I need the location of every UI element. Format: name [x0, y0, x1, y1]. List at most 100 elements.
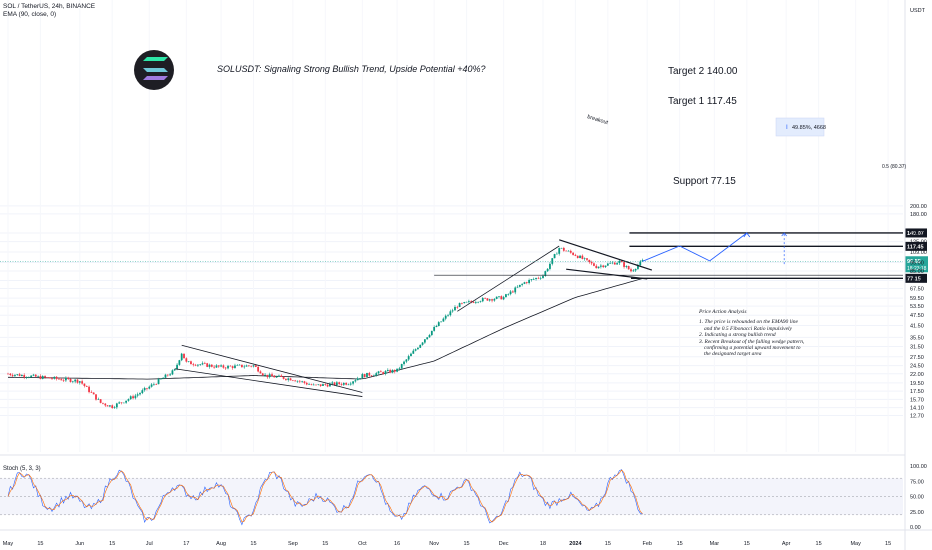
candle-body [55, 376, 58, 379]
fib-label: 0.5 (80.37) [882, 164, 907, 170]
candle-body [111, 405, 114, 409]
candle-body [597, 266, 600, 269]
candle-body [176, 364, 178, 370]
candle-body [122, 402, 125, 404]
candle-body [217, 365, 220, 367]
time-tick: Sep [288, 541, 298, 547]
support-tag [905, 273, 927, 283]
price-tick: 53.50 [910, 304, 924, 310]
stoch-label: Stoch (5, 3, 3) [3, 466, 41, 472]
candle-body [16, 374, 19, 375]
target1-tag-text: 117.45 [907, 244, 924, 250]
candle-body [335, 382, 338, 386]
ema90-line [8, 278, 643, 380]
measure-arrow [781, 232, 787, 237]
time-tick: May [3, 541, 14, 547]
candle-body [606, 263, 609, 266]
candle-body [379, 371, 382, 373]
candle-body [264, 374, 266, 376]
candle-body [521, 283, 524, 285]
candle-body [275, 376, 278, 378]
candle-body [613, 262, 616, 265]
candle-body [215, 365, 218, 368]
candle-body [481, 298, 484, 302]
candle-body [502, 297, 505, 300]
candle-body [345, 382, 348, 385]
candle-body [507, 294, 510, 295]
price-tick: 180.00 [910, 212, 927, 218]
stoch-tick: 50.00 [910, 495, 924, 501]
candle-body [340, 383, 343, 385]
candle-body [58, 378, 60, 380]
stoch-tick: 75.00 [910, 479, 924, 485]
candle-body [197, 364, 199, 366]
candle-body [23, 375, 26, 378]
support-tag-text: 77.15 [907, 276, 921, 282]
candle-body [410, 353, 412, 357]
candle-body [639, 261, 642, 266]
candle-body [423, 339, 426, 343]
candle-body [185, 358, 188, 362]
candle-body [148, 386, 151, 389]
time-tick: 15 [744, 541, 750, 547]
candle-body [7, 373, 9, 375]
candle-body [530, 279, 533, 280]
candle-body [238, 364, 241, 366]
candle-body [544, 271, 547, 276]
candle-body [479, 301, 482, 302]
candle-body [296, 380, 299, 382]
symbol-legend[interactable]: SOL / TetherUS, 24h, BINANCE [3, 3, 96, 10]
time-tick: Jul [146, 541, 153, 547]
candle-body [419, 344, 422, 348]
candle-body [493, 298, 496, 301]
candle-body [347, 384, 350, 386]
candle-body [417, 347, 419, 350]
candle-body [590, 262, 593, 264]
candle-body [509, 291, 512, 295]
candle-body [210, 364, 213, 367]
candle-body [247, 365, 250, 367]
stoch-tick: 0.00 [910, 525, 921, 531]
candle-body [282, 376, 285, 379]
candle-body [583, 258, 586, 259]
candle-body [426, 337, 429, 340]
candle-body [92, 392, 95, 395]
ema-legend[interactable]: EMA (90, close, 0) [3, 11, 57, 18]
candle-body [435, 325, 438, 327]
candle-body [467, 301, 470, 302]
analysis-line: 2. Indicating a strong bullish trend [699, 332, 776, 339]
candle-body [389, 369, 392, 373]
candle-body [553, 254, 556, 259]
candle-body [97, 399, 100, 400]
candle-body [278, 375, 280, 377]
measure-box[interactable]: Ⅰ 49.85%, 4668 [775, 117, 826, 137]
candle-body [574, 254, 577, 256]
candles [7, 246, 644, 410]
support-label: Support 77.15 [673, 176, 736, 187]
candle-body [294, 380, 297, 382]
candle-body [18, 374, 21, 377]
candle-body [391, 369, 394, 373]
target2-label: Target 2 140.00 [668, 66, 738, 77]
time-tick: Dec [499, 541, 509, 547]
candle-body [206, 363, 209, 367]
candle-body [78, 381, 81, 383]
candle-body [546, 268, 549, 272]
candle-body [227, 365, 229, 369]
candle-body [319, 384, 322, 386]
candle-body [465, 301, 468, 303]
candle-body [567, 250, 570, 252]
target2-tag [905, 228, 927, 238]
candle-body [301, 381, 304, 382]
candle-body [83, 383, 86, 386]
candle-body [569, 250, 572, 253]
candle-body [291, 380, 294, 381]
time-tick: Apr [782, 541, 791, 547]
candle-body [495, 296, 498, 299]
candle-body [74, 379, 77, 382]
candle-body [516, 286, 519, 288]
time-axis[interactable]: May 15 Jun 15 Jul 17 Aug 15 Sep 15 Oct 16 Nov 15 Dec 18… [3, 541, 891, 547]
candle-body [164, 374, 167, 378]
price-axis[interactable]: 200.00 180.00 140.00 125.00 109.00 95.00 85.00… [904, 0, 927, 550]
